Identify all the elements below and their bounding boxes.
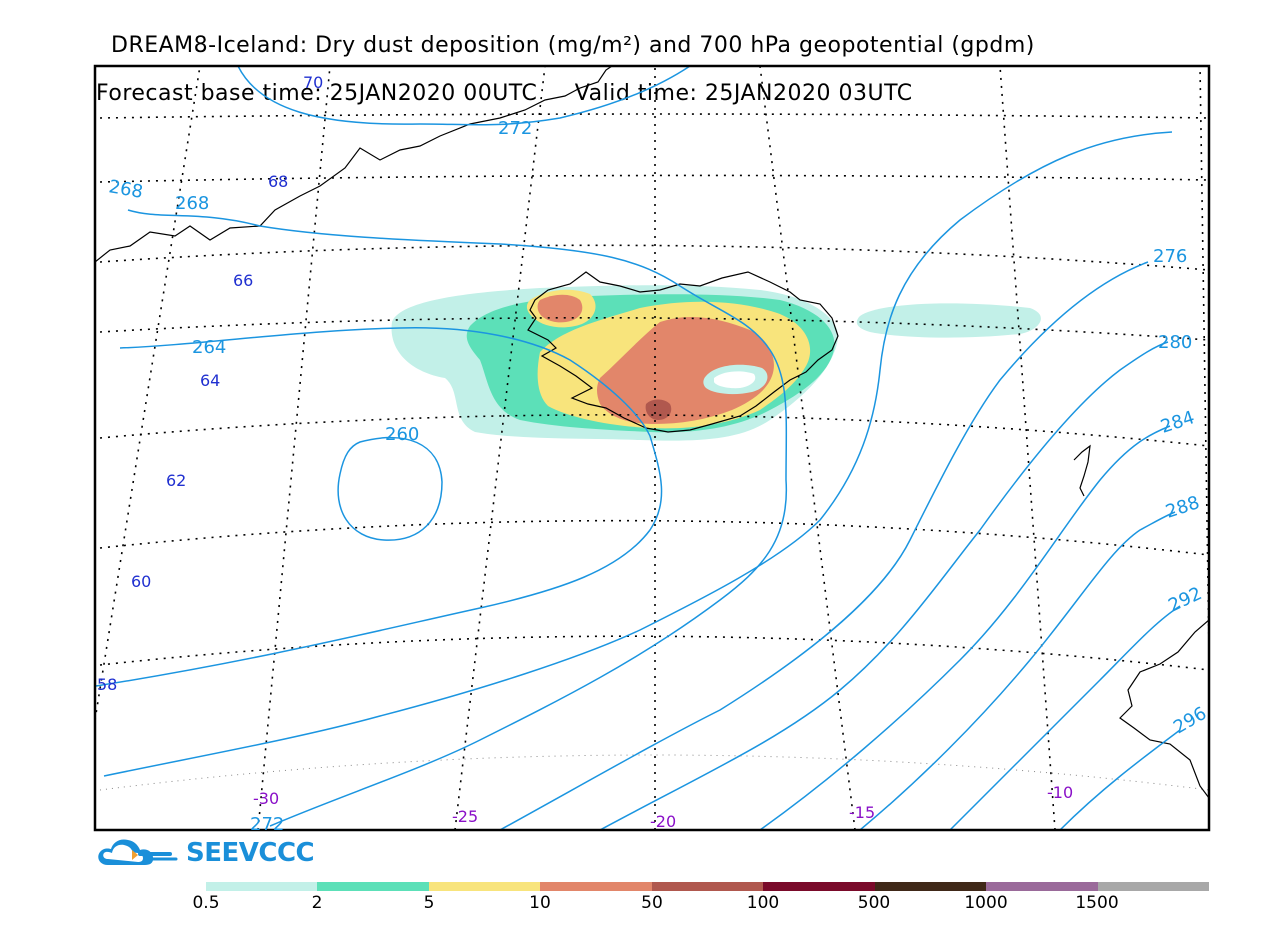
legend-label: 5 [423,893,435,913]
meridian-35 [95,66,201,721]
dust-field [391,285,1041,441]
meridian-5 [1199,66,1209,651]
legend-label: 100 [746,893,780,913]
glacier-gap-white [714,371,756,389]
legend-swatch [206,882,318,891]
contour-label: 288 [1163,492,1202,523]
legend-labels: 0.5 2 5 10 50 100 500 1000 1500 [0,893,1271,915]
parallel-68 [99,113,1209,119]
contour-264 [95,327,663,687]
contour-label: 268 [107,176,144,203]
graticule [95,51,1209,830]
contour-296 [1059,729,1181,830]
parallel-54 [99,754,1209,791]
graticule-faint [99,754,1209,791]
norway-coast [1119,619,1209,799]
lon-label: -25 [452,807,478,826]
contour-260 [337,436,443,541]
seevccc-logo: SEEVCCC [94,833,315,873]
title-line-1: DREAM8-Iceland: Dry dust deposition (mg/… [111,33,1035,58]
legend-colorbar [206,882,1209,891]
lat-label: 66 [233,271,253,290]
legend-label: 50 [641,893,663,913]
legend-swatch [986,882,1098,891]
lon-label: -20 [650,812,676,831]
legend-swatch [763,882,875,891]
greenland-coast [95,66,613,263]
contour-label: 272 [250,814,284,835]
parallel-56 [99,635,1209,671]
map-title: DREAM8-Iceland: Dry dust deposition (mg/… [96,10,1035,130]
dust-band-10-northwest [537,294,583,323]
contour-276 [499,261,1149,830]
lat-label: 58 [97,675,117,694]
map-content [95,51,1209,830]
contour-label: 276 [1153,246,1187,267]
contour-label: 260 [385,424,419,445]
parallel-70 [100,51,1209,64]
legend-label: 2 [311,893,323,913]
lon-label: -10 [1047,783,1073,802]
legend-label: 500 [857,893,891,913]
contour-268-west [127,209,788,827]
lat-label: 68 [268,172,288,191]
lon-labels: -30 -25 -20 -15 -10 [253,783,1073,831]
lat-label: 60 [131,572,151,591]
meridian-25 [454,66,546,830]
legend-swatch [317,882,429,891]
legend-swatch [540,882,652,891]
lon-label: -15 [849,803,875,822]
meridian-10 [999,66,1056,830]
iceland-coast [527,271,839,433]
legend-label: 1500 [1075,893,1119,913]
contour-label: 272 [498,118,532,139]
contour-label: 264 [192,337,226,358]
legend-swatch [651,882,764,891]
contour-label: 284 [1158,407,1197,438]
dust-band-10 [597,316,774,424]
parallel-66 [99,174,1209,183]
legend-swatch [1097,882,1209,891]
contour-268-north [237,66,691,126]
faroe-islands [1073,444,1091,497]
parallel-60 [99,414,1209,447]
parallel-58 [99,519,1209,556]
lat-label: 62 [166,471,186,490]
contour-label: 292 [1165,583,1205,617]
map-border [93,64,1211,832]
contour-label: 268 [175,193,209,214]
contour-labels: 268 268 272 264 260 276 280 284 288 292 … [107,118,1210,835]
parallel-64 [99,244,1209,271]
contour-284 [759,425,1171,830]
legend-label: 10 [529,893,551,913]
legend-swatch [428,882,541,891]
lat-label: 64 [200,371,220,390]
lat-label: 70 [303,73,323,92]
legend-label: 1000 [964,893,1008,913]
parallel-62 [99,316,1209,341]
cloud-icon [98,839,178,865]
lon-label: -30 [253,789,279,808]
legend-swatch [874,882,987,891]
legend-label: 0.5 [192,893,220,913]
dust-band-0-5-east [856,303,1041,338]
contour-280 [599,341,1169,830]
contour-label: 280 [1158,332,1192,353]
lat-labels: 70 68 66 64 62 60 58 [97,73,323,694]
title-line-2: Forecast base time: 25JAN2020 00UTC Vali… [96,81,913,106]
geopotential-contours [95,66,1181,830]
coastlines [95,66,1209,799]
meridian-15 [759,66,856,830]
contour-272 [103,131,1173,777]
logo-text: SEEVCCC [186,838,315,868]
contour-292 [949,605,1181,830]
contour-288 [859,511,1176,830]
